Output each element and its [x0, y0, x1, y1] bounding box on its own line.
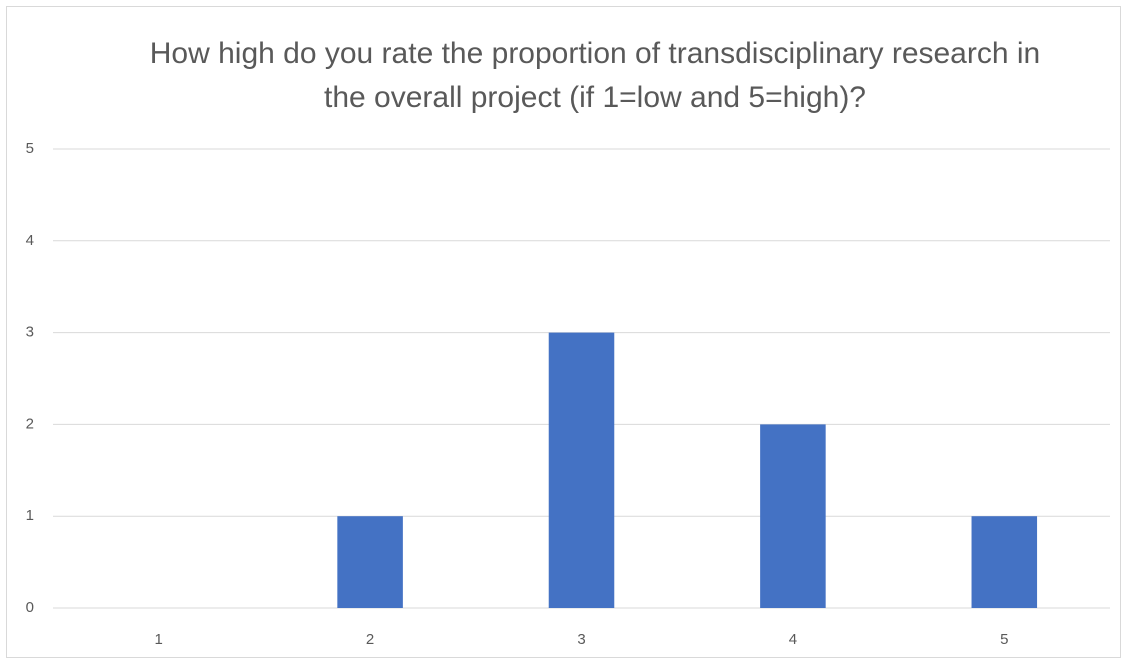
chart-title: How high do you rate the proportion of t…: [149, 37, 1041, 114]
x-tick-label: 2: [366, 631, 374, 648]
chart-border: [6, 6, 1121, 658]
bar: [548, 332, 615, 608]
y-tick-label: 3: [26, 324, 34, 341]
y-tick-label: 1: [26, 507, 34, 524]
x-tick-label: 4: [789, 631, 797, 648]
x-tick-label: 1: [155, 631, 163, 648]
bar: [337, 516, 403, 608]
y-tick-label: 5: [26, 140, 34, 157]
y-tick-label: 2: [26, 415, 34, 432]
y-tick-label: 4: [26, 232, 34, 249]
x-tick-label: 5: [1000, 631, 1008, 648]
y-tick-label: 0: [26, 599, 34, 616]
bar: [971, 516, 1038, 608]
bar: [760, 424, 826, 608]
x-tick-label: 3: [577, 631, 585, 648]
